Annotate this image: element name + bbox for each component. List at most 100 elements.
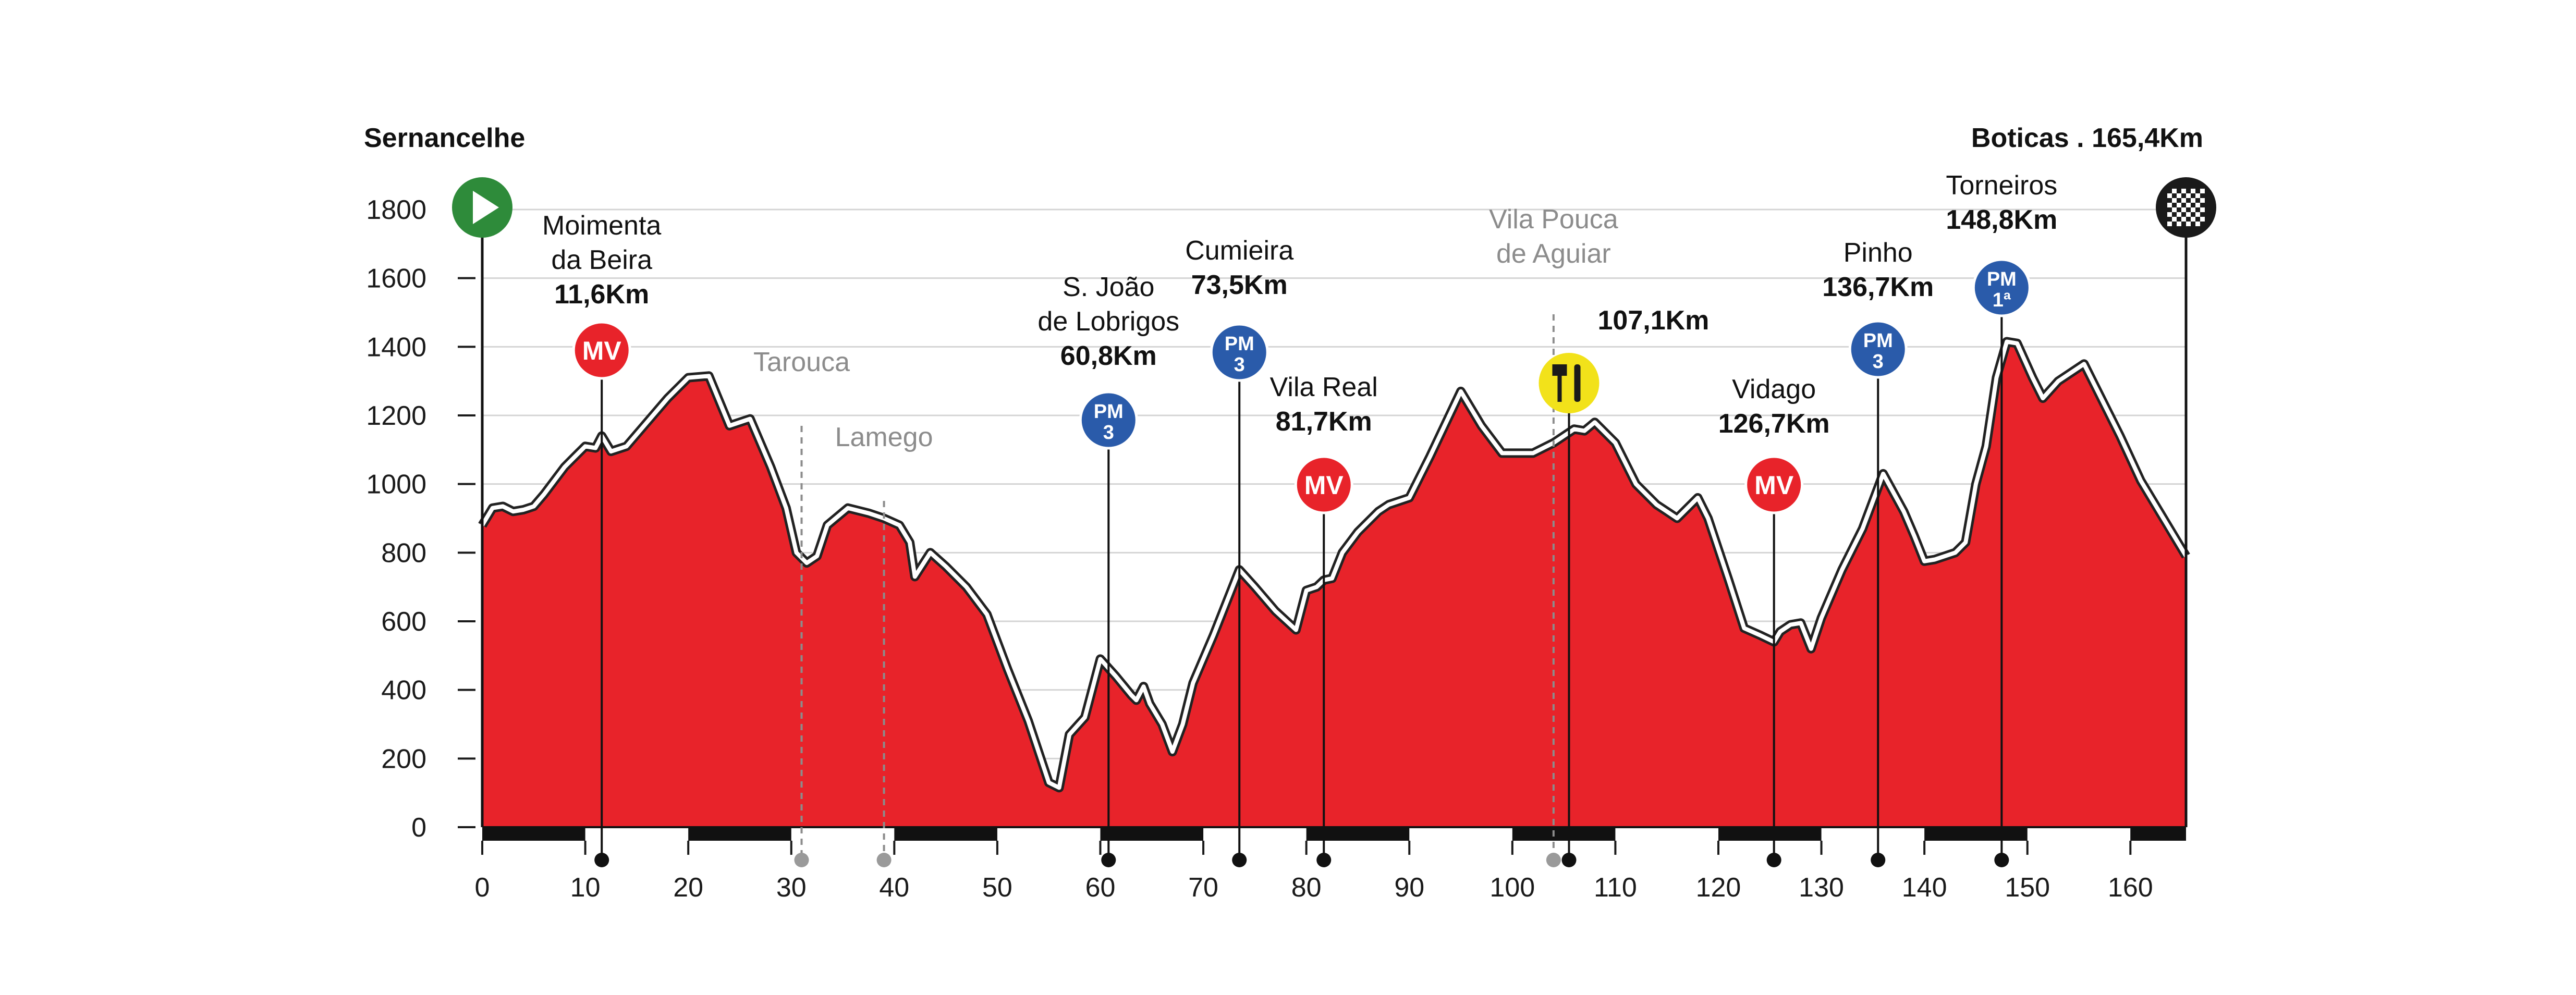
y-tick-label-600: 600 bbox=[381, 607, 426, 637]
waypoint-cumieira: Cumieira 73,5Km PM3 bbox=[1185, 236, 1293, 867]
distance-bar-segment-0 bbox=[482, 827, 585, 841]
waypoint-label-torneiros-0: Torneiros bbox=[1946, 170, 2057, 201]
finish-checker-cell bbox=[2195, 198, 2200, 203]
finish-checker-cell bbox=[2195, 212, 2200, 217]
distance-bar-segment-40 bbox=[894, 827, 997, 841]
finish-checker-cell bbox=[2172, 193, 2177, 198]
finish-checker-cell bbox=[2191, 203, 2195, 207]
y-tick-label-400: 400 bbox=[381, 675, 426, 706]
badge-pinho-icon bbox=[1848, 320, 1908, 379]
finish-checker-cell bbox=[2177, 189, 2181, 193]
finish-checker-cell bbox=[2200, 198, 2205, 203]
distance-bar-segment-80 bbox=[1306, 827, 1410, 841]
finish-checker-cell bbox=[2191, 198, 2195, 203]
waypoint-dot-cumieira bbox=[1232, 853, 1247, 867]
finish-checker-cell bbox=[2200, 207, 2205, 212]
waypoint-label-pinho-1: 136,7Km bbox=[1822, 272, 1934, 302]
finish-checker-cell bbox=[2167, 217, 2172, 222]
waypoint-dot-sjoao bbox=[1101, 853, 1116, 867]
finish-checker-cell bbox=[2195, 193, 2200, 198]
finish-checker-cell bbox=[2172, 212, 2177, 217]
y-tick-label-1000: 1000 bbox=[366, 470, 426, 500]
finish-checker-cell bbox=[2186, 212, 2191, 217]
finish-checker-cell bbox=[2172, 222, 2177, 226]
finish-checker-cell bbox=[2191, 193, 2195, 198]
y-tick-label-1600: 1600 bbox=[366, 264, 426, 294]
finish-checker-cell bbox=[2167, 189, 2172, 193]
finish-checker-cell bbox=[2181, 217, 2186, 222]
badge-text-pinho-bottom: 3 bbox=[1873, 351, 1884, 373]
waypoint-tarouca: Tarouca bbox=[753, 347, 850, 867]
distance-bar-segment-20 bbox=[688, 827, 791, 841]
x-tick-label-0: 0 bbox=[475, 873, 490, 903]
finish-checker-cell bbox=[2177, 217, 2181, 222]
distance-bar-segment-100 bbox=[1512, 827, 1616, 841]
x-tick-label-150: 150 bbox=[2005, 873, 2050, 903]
waypoint-moimenta: Moimenta da Beira 11,6Km MV bbox=[542, 211, 661, 867]
x-tick-label-90: 90 bbox=[1394, 873, 1424, 903]
waypoint-label-tarouca-0: Tarouca bbox=[753, 347, 850, 377]
area-layer bbox=[478, 208, 2190, 827]
finish-checker-cell bbox=[2191, 212, 2195, 217]
finish-checker-cell bbox=[2181, 198, 2186, 203]
x-tick-label-20: 20 bbox=[673, 873, 703, 903]
finish-checker-cell bbox=[2172, 203, 2177, 207]
y-tick-label-200: 200 bbox=[381, 744, 426, 774]
finish-checker-cell bbox=[2167, 203, 2172, 207]
finish-checker-cell bbox=[2172, 198, 2177, 203]
header-layer: Sernancelhe Boticas . 165,4Km bbox=[364, 123, 2203, 153]
start-play-icon bbox=[473, 191, 499, 224]
finish-checker-cell bbox=[2200, 212, 2205, 217]
waypoint-lamego: Lamego bbox=[835, 422, 933, 867]
distance-bar-segment-140 bbox=[1924, 827, 2028, 841]
badge-text-torneiros-top: PM bbox=[1987, 268, 2017, 290]
finish-checker-cell bbox=[2200, 203, 2205, 207]
finish-checker-cell bbox=[2186, 222, 2191, 226]
badge-text-vilareal: MV bbox=[1304, 471, 1344, 500]
finish-checker-cell bbox=[2167, 193, 2172, 198]
badge-text-moimenta: MV bbox=[582, 336, 622, 365]
fork-head-icon bbox=[1552, 364, 1567, 376]
x-tick-label-120: 120 bbox=[1696, 873, 1741, 903]
finish-checker-cell bbox=[2167, 207, 2172, 212]
finish-checker-cell bbox=[2181, 222, 2186, 226]
waypoint-vidago: Vidago 126,7Km MV bbox=[1718, 374, 1830, 867]
finish-checker-cell bbox=[2172, 207, 2177, 212]
start-town-label: Sernancelhe bbox=[364, 123, 525, 153]
finish-checker-cell bbox=[2200, 217, 2205, 222]
badge-sjoao-icon bbox=[1079, 390, 1138, 450]
finish-checker-cell bbox=[2191, 222, 2195, 226]
finish-checker-cell bbox=[2181, 203, 2186, 207]
y-tick-label-1400: 1400 bbox=[366, 332, 426, 362]
y-tick-label-1200: 1200 bbox=[366, 401, 426, 431]
finish-checker-cell bbox=[2172, 189, 2177, 193]
waypoint-label-moimenta-1: da Beira bbox=[551, 245, 652, 275]
waypoint-label-lamego-0: Lamego bbox=[835, 422, 933, 452]
waypoint-dot-torneiros bbox=[1994, 853, 2009, 867]
waypoint-dot-vilapouca bbox=[1546, 853, 1561, 867]
finish-checker-cell bbox=[2200, 189, 2205, 193]
x-tick-label-40: 40 bbox=[879, 873, 909, 903]
waypoint-label-vilareal-0: Vila Real bbox=[1270, 372, 1378, 402]
fork-icon bbox=[1557, 364, 1562, 402]
finish-checker-cell bbox=[2172, 217, 2177, 222]
waypoint-label-vidago-0: Vidago bbox=[1732, 374, 1816, 404]
finish-checker-cell bbox=[2177, 198, 2181, 203]
finish-checker-cell bbox=[2195, 189, 2200, 193]
y-tick-label-800: 800 bbox=[381, 538, 426, 568]
finish-checker-cell bbox=[2191, 207, 2195, 212]
waypoint-vilapouca: Vila Pouca de Aguiar bbox=[1489, 204, 1618, 867]
waypoint-label-moimenta-2: 11,6Km bbox=[554, 279, 649, 310]
finish-checker-cell bbox=[2191, 189, 2195, 193]
feed-zone-icon bbox=[1539, 353, 1600, 413]
finish-checker-cell bbox=[2186, 193, 2191, 198]
x-tick-label-160: 160 bbox=[2108, 873, 2153, 903]
finish-checker-cell bbox=[2177, 203, 2181, 207]
waypoint-label-sjoao-0: S. João bbox=[1063, 272, 1154, 302]
knife-icon bbox=[1574, 364, 1581, 402]
waypoint-dot-moimenta bbox=[594, 853, 609, 867]
finish-checker-cell bbox=[2181, 193, 2186, 198]
finish-checker-cell bbox=[2177, 207, 2181, 212]
x-tick-label-100: 100 bbox=[1490, 873, 1535, 903]
